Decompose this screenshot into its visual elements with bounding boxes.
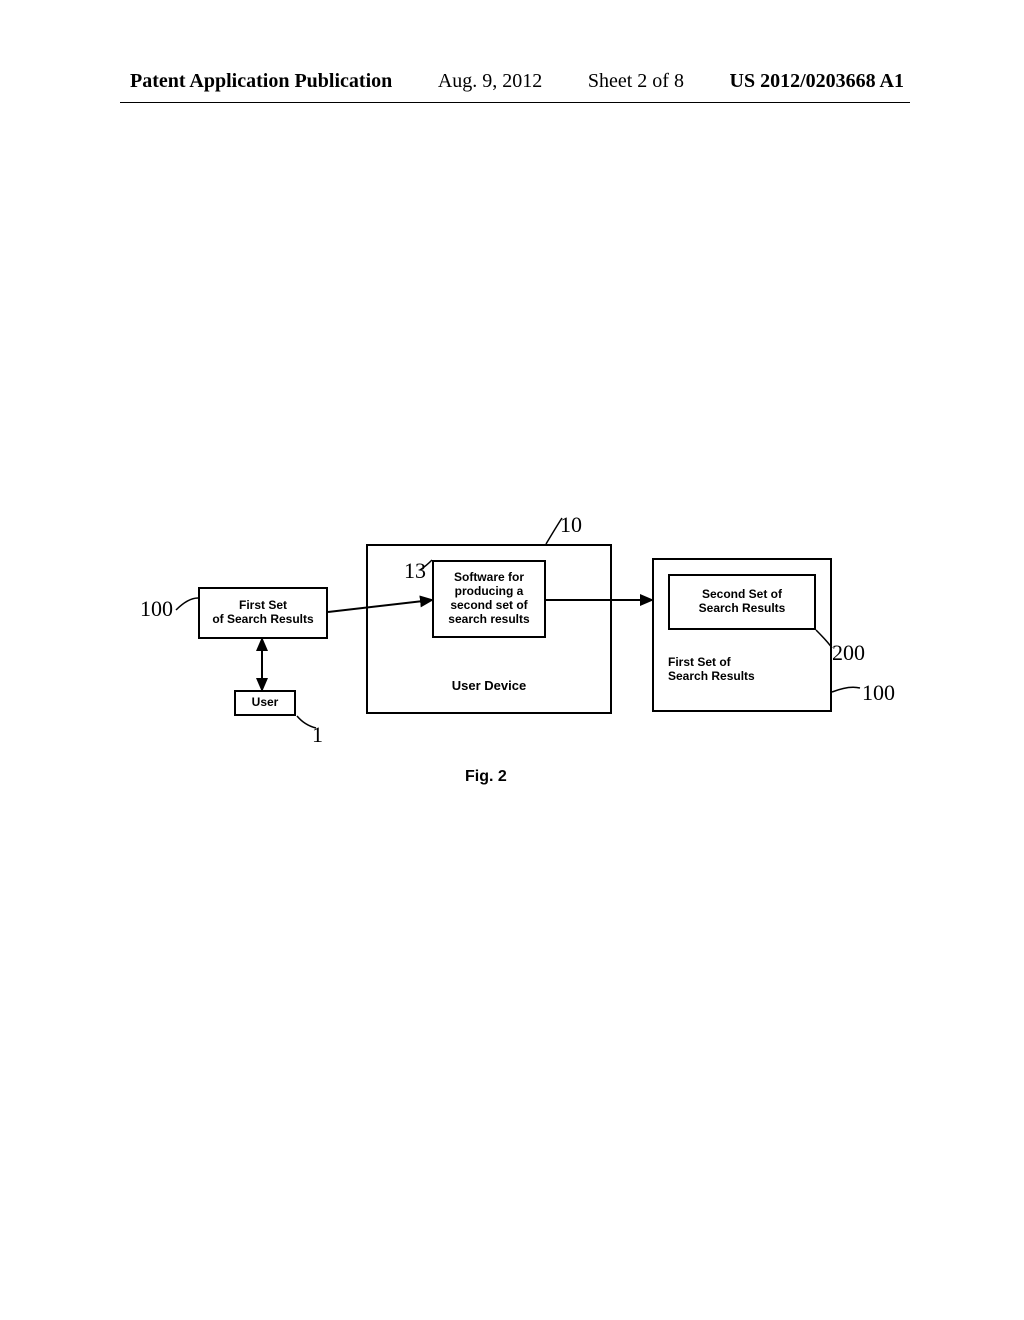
ref-numeral-10: 10 bbox=[560, 512, 582, 538]
figure-caption: Fig. 2 bbox=[465, 768, 507, 786]
user-box: User bbox=[234, 690, 296, 716]
second-set-of-results-box: Second Set ofSearch Results bbox=[668, 574, 816, 630]
ref-numeral-200: 200 bbox=[832, 640, 865, 666]
ref-numeral-13: 13 bbox=[404, 558, 426, 584]
first-set-of-results-box-left: First Setof Search Results bbox=[198, 587, 328, 639]
ref-numeral-100-right: 100 bbox=[862, 680, 895, 706]
figure-2-diagram: First Setof Search Results User Software… bbox=[0, 0, 1024, 1320]
software-box: Software forproducing asecond set ofsear… bbox=[432, 560, 546, 638]
ref-numeral-100-left: 100 bbox=[140, 596, 173, 622]
first-set-of-results-label-right: First Set ofSearch Results bbox=[668, 656, 755, 684]
user-device-label: User Device bbox=[366, 678, 612, 693]
ref-numeral-1: 1 bbox=[312, 722, 323, 748]
